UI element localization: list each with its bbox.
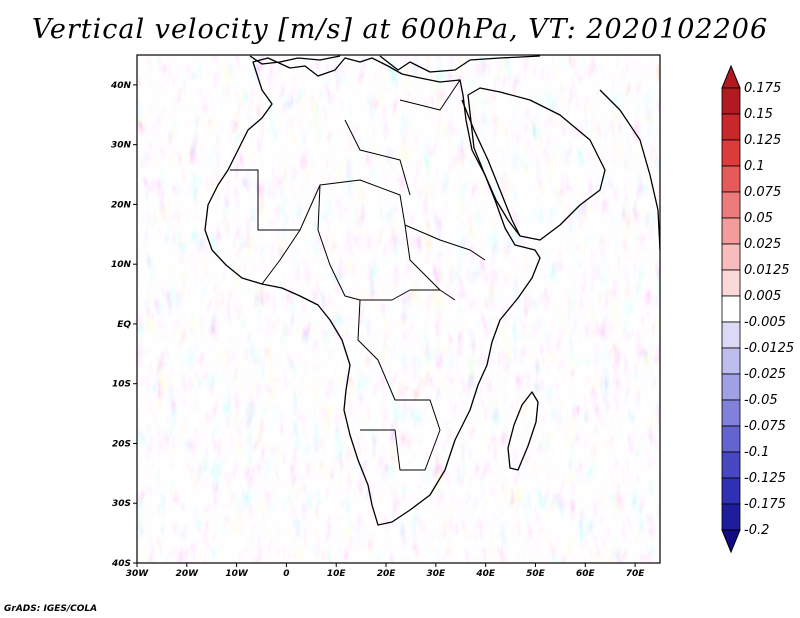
colorbar-segment (721, 425, 741, 453)
map-frame (136, 54, 661, 564)
lon-label: 30E (427, 569, 447, 579)
coastlines (204, 55, 660, 526)
colorbar-label: -0.005 (744, 315, 786, 330)
lat-label: 10N (111, 260, 132, 270)
colorbar-label: 0.1 (744, 159, 765, 174)
lon-label: 20E (377, 569, 397, 579)
latitude-axis: 40N 30N 20N 10N EQ 10S 20S 30S 40S (110, 81, 137, 569)
colorbar-segment (721, 165, 741, 193)
lat-label: 20N (111, 200, 132, 210)
colorbar-label: 0.025 (744, 237, 781, 252)
africa-coastline (204, 57, 541, 526)
colorbar: 0.175 0.15 0.125 0.1 0.075 0.05 0.025 0.0125 0.0… (721, 64, 794, 554)
colorbar-segment (721, 451, 741, 479)
footer-credit: GrADS: IGES/COLA (4, 604, 98, 614)
lon-label: 20W (176, 569, 200, 579)
colorbar-label: -0.1 (744, 445, 769, 460)
lon-label: 0 (283, 569, 289, 579)
lon-label: 50E (526, 569, 546, 579)
colorbar-segment (721, 217, 741, 245)
madagascar-coastline (507, 391, 539, 471)
colorbar-label: 0.005 (744, 289, 781, 304)
lat-label: 30N (111, 141, 132, 151)
lat-label: 40S (111, 559, 131, 569)
colorbar-segment (721, 503, 741, 531)
colorbar-label: -0.075 (744, 419, 786, 434)
red-sea-coastline (461, 99, 521, 237)
colorbar-top-arrow (721, 64, 741, 89)
velocity-field (137, 55, 660, 563)
lon-label: 70E (626, 569, 646, 579)
colorbar-label: 0.05 (744, 211, 773, 226)
lat-label: 10S (112, 380, 131, 390)
colorbar-label: -0.05 (744, 393, 778, 408)
chart-title: Vertical velocity [m/s] at 600hPa, VT: 2… (31, 14, 769, 45)
colorbar-segment (721, 243, 741, 271)
colorbar-segment (721, 399, 741, 427)
lon-label: 40E (475, 569, 496, 579)
colorbar-segment (721, 477, 741, 505)
colorbar-segment (721, 139, 741, 167)
colorbar-label: -0.2 (744, 523, 769, 538)
lon-label: 10W (225, 569, 249, 579)
country-borders (230, 79, 486, 471)
lat-label: 20S (112, 439, 131, 449)
longitude-axis: 30W 20W 10W 0 10E 20E 30E 40E 50E 60E 70E (126, 563, 646, 579)
colorbar-segment (721, 269, 741, 297)
europe-coastline (249, 55, 660, 251)
colorbar-segment (721, 191, 741, 219)
colorbar-label: -0.125 (744, 471, 786, 486)
lat-label: 40N (110, 81, 132, 91)
colorbar-label: 0.175 (744, 81, 781, 96)
lon-label: 10E (327, 569, 347, 579)
colorbar-label: -0.0125 (744, 341, 794, 356)
colorbar-label: -0.175 (744, 497, 786, 512)
colorbar-segment (721, 347, 741, 375)
colorbar-label: -0.025 (744, 367, 786, 382)
lon-label: 60E (576, 569, 596, 579)
colorbar-segment (721, 373, 741, 401)
colorbar-label: 0.0125 (744, 263, 790, 278)
colorbar-label: 0.075 (744, 185, 781, 200)
lat-label: 30S (112, 499, 131, 509)
lat-label: EQ (117, 320, 131, 330)
colorbar-segment (721, 113, 741, 141)
colorbar-label: 0.125 (744, 133, 781, 148)
arabia-coastline (467, 87, 606, 241)
lon-label: 30W (126, 569, 150, 579)
colorbar-segment (721, 295, 741, 323)
colorbar-segment (721, 321, 741, 349)
colorbar-bottom-arrow (721, 529, 741, 554)
colorbar-segment (721, 87, 741, 115)
colorbar-label: 0.15 (744, 107, 773, 122)
